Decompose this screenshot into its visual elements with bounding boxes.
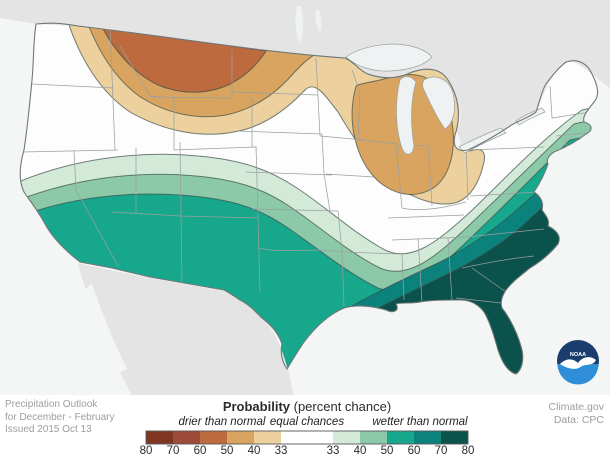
swatch-wetter-60 [387,431,414,444]
great-lakes [345,43,546,155]
tick-wetter-70: 70 [434,445,448,457]
legend-colorbar [145,430,469,445]
tick-drier-70: 70 [166,445,180,457]
lake-michigan [396,76,417,155]
legend-title: Probability (percent chance) [223,399,391,414]
legend-category-wetter: wetter than normal [372,416,468,428]
tick-wetter-40: 40 [353,445,367,457]
map-source-caption: Precipitation Outlook for December - Feb… [5,399,114,437]
noaa-logo-text: NOAA [570,352,586,358]
legend-title-bold: Probability [222,399,291,414]
mexico-region [78,263,293,395]
us-precipitation-map: NOAA [0,0,610,395]
tick-drier-80: 80 [139,445,153,457]
legend-category-drier: drier than normal [178,416,266,428]
gulf-of-california [85,284,127,373]
swatch-equal-chances [281,431,333,444]
swatch-wetter-80 [441,431,468,444]
lake-erie [458,127,507,154]
tick-drier-40: 40 [247,445,261,457]
tick-drier-60: 60 [193,445,207,457]
canada-region [0,0,610,149]
swatch-drier-50 [227,431,254,444]
swatch-drier-70 [173,431,200,444]
lake-huron [422,76,455,130]
tick-wetter-33: 33 [326,445,340,457]
swatch-drier-80 [146,431,173,444]
tick-wetter-50: 50 [380,445,394,457]
tick-wetter-80: 80 [461,445,475,457]
swatch-drier-60 [200,431,227,444]
ontario-peninsula [450,82,512,147]
source-line-2: for December - February [5,411,115,423]
legend-category-equal: equal chances [269,416,345,428]
state-borders [21,25,591,307]
swatch-wetter-70 [414,431,441,444]
source-line-3: Issued 2015 Oct 13 [5,424,92,435]
us-border-outline [19,22,599,375]
credit-line-2: Data: CPC [553,414,604,426]
map-credits: Climate.gov Data: CPC [549,401,604,427]
legend-title-rest: (percent chance) [290,399,392,414]
noaa-logo-gull-icon [560,357,596,369]
swatch-wetter-50 [360,431,387,444]
credit-line-1: Climate.gov [548,401,604,413]
swatch-wetter-40 [333,431,360,444]
colorbar-outline [145,430,469,445]
noaa-logo: NOAA [557,340,599,385]
tick-wetter-60: 60 [407,445,421,457]
swatch-drier-40 [254,431,281,444]
tick-drier-33: 33 [274,445,288,457]
noaa-logo-wave [557,364,599,385]
tick-drier-50: 50 [220,445,234,457]
canada-interior-lake [295,6,322,44]
lake-ontario [515,107,546,126]
lake-superior [345,43,433,72]
source-line-1: Precipitation Outlook [5,399,98,410]
